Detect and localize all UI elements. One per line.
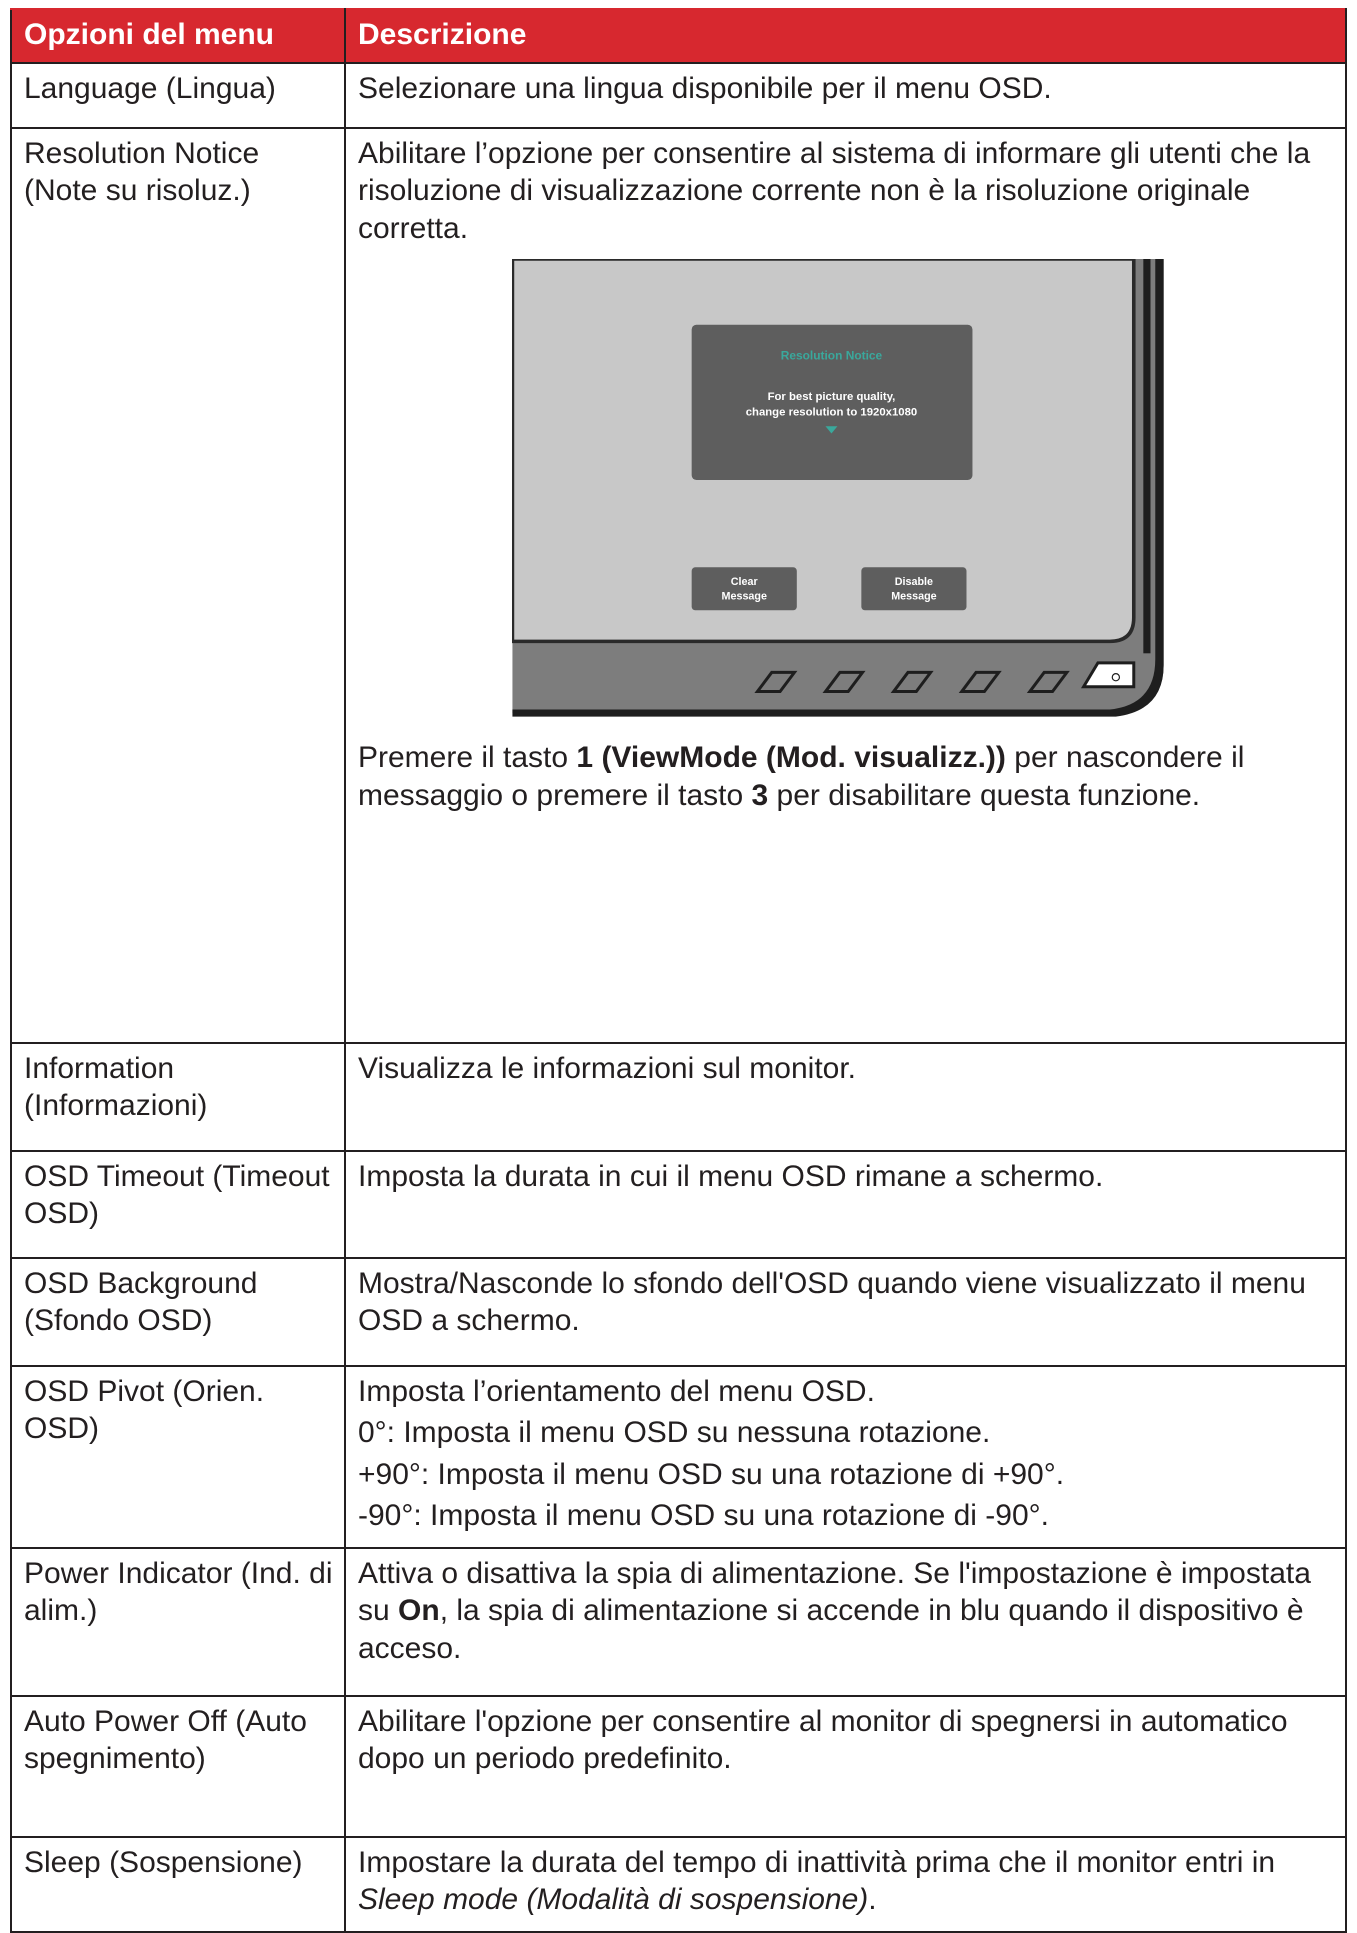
button-label: Clear — [730, 576, 758, 588]
table-row: Sleep (Sospensione) Impostare la durata d… — [10, 1835, 1347, 1933]
text-run: per disabilitare questa funzione. — [768, 778, 1201, 812]
option-cell: Resolution Notice (Note su risoluz.) — [10, 126, 346, 1044]
option-cell: Sleep (Sospensione) — [10, 1835, 346, 1933]
button-label: Disable — [894, 576, 932, 588]
header-row: Opzioni del menu Descrizione — [10, 8, 1347, 64]
paragraph: Imposta la durata in cui il menu OSD rim… — [358, 1158, 1335, 1196]
description-cell: Imposta la durata in cui il menu OSD rim… — [344, 1149, 1347, 1259]
option-cell: Auto Power Off (Auto spegnimento) — [10, 1694, 346, 1838]
table-row: Resolution Notice (Note su risoluz.) Abil… — [10, 126, 1347, 1044]
text-run: 0°: Imposta il menu OSD su nessuna rotaz… — [358, 1416, 991, 1449]
description-cell: Attiva o disattiva la spia di alimentazi… — [344, 1546, 1347, 1697]
option-cell: Power Indicator (Ind. di alim.) — [10, 1546, 346, 1697]
option-cell: Language (Lingua) — [10, 61, 346, 129]
paragraph: Impostare la durata del tempo di inattiv… — [358, 1844, 1335, 1919]
text-run: -90°: Imposta il menu OSD su una rotazio… — [358, 1499, 1049, 1532]
paragraph: 0°: Imposta il menu OSD su nessuna rotaz… — [358, 1414, 1335, 1452]
text-run: Visualizza le informazioni sul monitor. — [358, 1051, 857, 1085]
description-cell: Visualizza le informazioni sul monitor. — [344, 1041, 1347, 1152]
description-cell: Selezionare una lingua disponibile per i… — [344, 61, 1347, 129]
bold-text: 3 — [751, 778, 769, 812]
osd-message: change resolution to 1920x1080 — [745, 407, 917, 419]
paragraph: Attiva o disattiva la spia di alimentazi… — [358, 1555, 1335, 1668]
table-row: Information (Informazioni) Visualizza le … — [10, 1041, 1347, 1152]
column-header: Opzioni del menu — [10, 8, 346, 64]
monitor-illustration: Resolution Notice For best picture quali… — [511, 259, 1182, 725]
description-cell: Impostare la durata del tempo di inattiv… — [344, 1835, 1347, 1933]
paragraph: Visualizza le informazioni sul monitor. — [358, 1050, 1335, 1088]
option-cell: OSD Pivot (Orien. OSD) — [10, 1364, 346, 1549]
paragraph: Mostra/Nasconde lo sfondo dell'OSD quand… — [358, 1265, 1335, 1340]
text-run: per nascondere il messaggio o premere il… — [358, 741, 1245, 812]
paragraph: Abilitare l’opzione per consentire al si… — [358, 135, 1335, 248]
option-cell: Information (Informazioni) — [10, 1041, 346, 1152]
option-cell: OSD Background (Sfondo OSD) — [10, 1256, 346, 1367]
table-row: OSD Background (Sfondo OSD) Mostra/Nascon… — [10, 1256, 1347, 1367]
text-run: Mostra/Nasconde lo sfondo dell'OSD quand… — [358, 1266, 1306, 1338]
description-cell: Abilitare l’opzione per consentire al si… — [344, 126, 1347, 1044]
paragraph: -90°: Imposta il menu OSD su una rotazio… — [358, 1497, 1335, 1535]
osd-title: Resolution Notice — [780, 348, 882, 362]
text-run: Imposta la durata in cui il menu OSD rim… — [358, 1159, 1104, 1193]
table-row: OSD Timeout (Timeout OSD) Imposta la dura… — [10, 1149, 1347, 1259]
text-run: . — [868, 1883, 877, 1916]
menu-table: Opzioni del menu Descrizione Language (L… — [10, 8, 1347, 1933]
paragraph: Imposta l’orientamento del menu OSD. — [358, 1373, 1335, 1411]
text-run: Abilitare l'opzione per consentire al mo… — [358, 1704, 1288, 1776]
table-row: Language (Lingua) Selezionare una lingua … — [10, 61, 1347, 129]
text-run: , la spia di alimentazione si accende in… — [358, 1594, 1304, 1665]
paragraph: Abilitare l'opzione per consentire al mo… — [358, 1703, 1335, 1778]
text-run: Attiva o disattiva la spia di alimentazi… — [358, 1556, 1311, 1628]
text-run: Premere il tasto — [358, 741, 577, 774]
text-run: Abilitare l’opzione per consentire al si… — [358, 136, 1311, 245]
option-cell: OSD Timeout (Timeout OSD) — [10, 1149, 346, 1259]
table-row: Auto Power Off (Auto spegnimento) Abilita… — [10, 1694, 1347, 1838]
text-run: +90°: Imposta il menu OSD su una rotazio… — [358, 1457, 1065, 1491]
table-row: OSD Pivot (Orien. OSD) Imposta l’orientam… — [10, 1364, 1347, 1549]
description-cell: Mostra/Nasconde lo sfondo dell'OSD quand… — [344, 1256, 1347, 1367]
paragraph: Premere il tasto 1 (ViewMode (Mod. visua… — [358, 739, 1335, 814]
button-label: Message — [891, 591, 936, 603]
paragraph: Selezionare una lingua disponibile per i… — [358, 70, 1335, 108]
description-cell: Imposta l’orientamento del menu OSD. 0°: … — [344, 1364, 1347, 1549]
text-run: Imposta l’orientamento del menu OSD. — [358, 1374, 875, 1408]
italic-text: Sleep mode (Modalità di sospensione) — [358, 1883, 869, 1916]
paragraph: +90°: Imposta il menu OSD su una rotazio… — [358, 1456, 1335, 1494]
table-row: Power Indicator (Ind. di alim.) Attiva o … — [10, 1546, 1347, 1697]
bold-text: On — [398, 1594, 440, 1627]
bold-text: 1 (ViewMode (Mod. visualizz.)) — [576, 741, 1006, 774]
button-label: Message — [721, 591, 766, 603]
description-cell: Abilitare l'opzione per consentire al mo… — [344, 1694, 1347, 1838]
text-run: Selezionare una lingua disponibile per i… — [358, 71, 1052, 105]
osd-message: For best picture quality, — [767, 391, 895, 403]
text-run: Impostare la durata del tempo di inattiv… — [358, 1845, 1276, 1879]
column-header: Descrizione — [344, 8, 1347, 64]
